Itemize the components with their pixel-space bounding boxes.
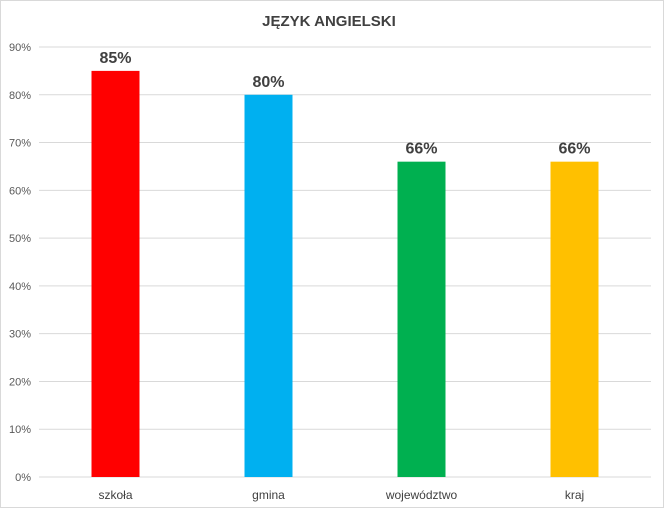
bar-4 [550, 161, 599, 477]
bar-1 [91, 70, 140, 477]
x-axis-categories: szkoła gmina województwo kraj [98, 488, 584, 502]
chart-title: JĘZYK ANGIELSKI [262, 13, 396, 30]
data-label: 66% [405, 141, 437, 158]
x-tick-label: kraj [565, 488, 584, 502]
y-tick-label: 80% [9, 90, 31, 102]
x-tick-label: województwo [385, 488, 458, 502]
gridlines [39, 46, 651, 478]
y-tick-label: 60% [9, 185, 31, 197]
x-tick-label: gmina [252, 488, 285, 502]
y-tick-label: 90% [9, 42, 31, 54]
data-label: 66% [558, 141, 590, 158]
bar-2 [244, 94, 293, 478]
y-tick-label: 10% [9, 424, 31, 436]
x-tick-label: szkoła [98, 488, 132, 502]
y-tick-label: 20% [9, 376, 31, 388]
data-label: 85% [99, 50, 131, 67]
y-tick-label: 30% [9, 329, 31, 341]
y-axis-ticks: 0% 10% 20% 30% 40% 50% 60% 70% 80% 90% [9, 42, 31, 484]
y-tick-label: 0% [15, 472, 31, 484]
bar-3 [397, 161, 446, 477]
y-tick-label: 50% [9, 233, 31, 245]
data-label: 80% [252, 74, 284, 91]
y-tick-label: 40% [9, 281, 31, 293]
y-tick-label: 70% [9, 138, 31, 150]
data-labels: 85% 80% 66% 66% [99, 50, 590, 158]
bars [91, 70, 599, 478]
